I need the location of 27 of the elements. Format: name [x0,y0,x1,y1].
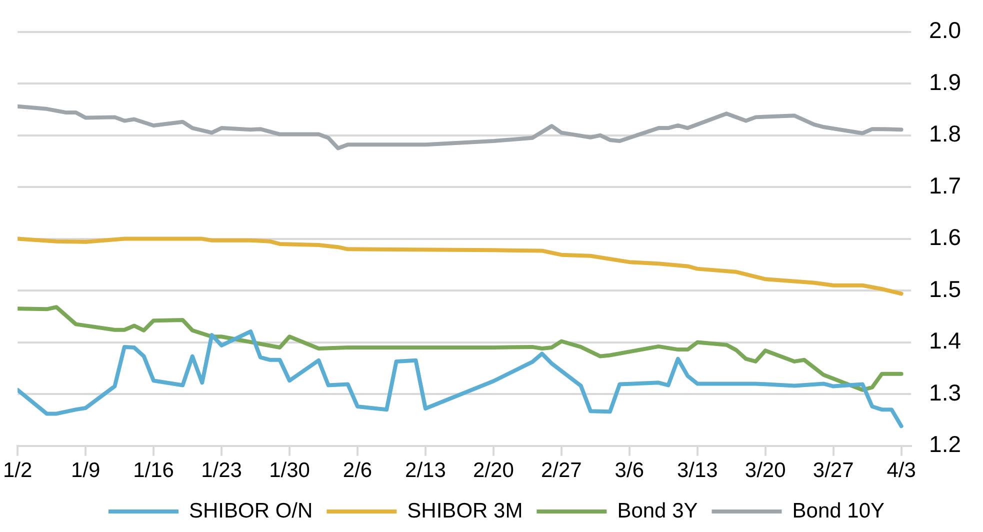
y-tick-label: 1.9 [929,68,962,95]
x-tick-label: 2/20 [473,459,514,482]
x-tick-label: 1/23 [201,459,242,482]
x-tick-label: 2/27 [540,459,582,482]
x-tick-label: 1/16 [133,459,174,482]
y-tick-label: 1.7 [929,172,962,198]
y-tick-label: 1.8 [929,120,962,147]
y-tick-label: 1.4 [929,328,962,354]
legend-label: SHIBOR O/N [188,499,313,522]
x-tick-label: 3/13 [676,459,718,482]
x-tick-label: 1/2 [2,459,32,482]
x-tick-label: 1/9 [70,459,100,482]
y-tick-label: 1.3 [929,379,962,406]
x-tick-label: 2/6 [342,459,372,482]
legend-label: Bond 3Y [617,499,698,522]
y-tick-label: 1.2 [929,431,962,458]
x-tick-label: 4/3 [886,459,916,482]
legend-label: SHIBOR 3M [407,499,523,522]
y-tick-label: 2.0 [929,17,962,44]
legend-label: Bond 10Y [792,499,885,522]
x-tick-label: 3/6 [614,459,644,482]
y-tick-label: 1.6 [929,224,962,250]
x-tick-label: 2/13 [405,459,446,482]
y-tick-label: 1.5 [929,276,962,302]
x-tick-label: 3/20 [744,459,786,482]
x-tick-label: 1/30 [269,459,310,482]
x-tick-label: 3/27 [812,459,854,482]
